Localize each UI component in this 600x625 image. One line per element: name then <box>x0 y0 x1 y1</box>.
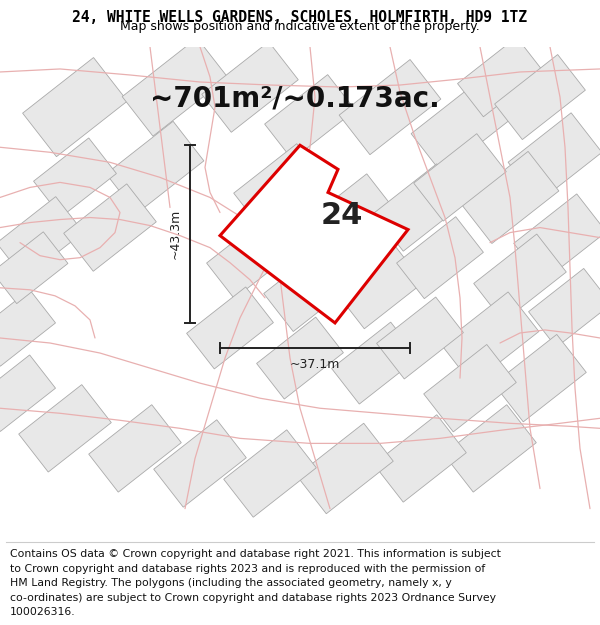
Polygon shape <box>304 174 396 261</box>
Polygon shape <box>529 269 600 348</box>
Text: ~37.1m: ~37.1m <box>290 358 340 371</box>
Polygon shape <box>508 112 600 202</box>
Polygon shape <box>494 54 586 139</box>
Polygon shape <box>0 290 56 366</box>
Polygon shape <box>337 247 424 329</box>
Polygon shape <box>234 144 326 231</box>
Text: 24: 24 <box>320 201 362 231</box>
Text: ~43.3m: ~43.3m <box>169 209 182 259</box>
Polygon shape <box>414 134 506 221</box>
Polygon shape <box>339 59 441 155</box>
Polygon shape <box>397 217 484 299</box>
Polygon shape <box>424 344 516 432</box>
Polygon shape <box>122 38 228 136</box>
Polygon shape <box>34 138 116 217</box>
Polygon shape <box>19 384 111 472</box>
Polygon shape <box>374 415 466 502</box>
Polygon shape <box>458 38 542 117</box>
Polygon shape <box>206 217 293 299</box>
Polygon shape <box>0 197 83 279</box>
Polygon shape <box>64 184 156 271</box>
Polygon shape <box>332 322 418 404</box>
Text: ~701m²/~0.173ac.: ~701m²/~0.173ac. <box>150 84 440 112</box>
Polygon shape <box>220 145 408 323</box>
Polygon shape <box>264 244 356 331</box>
Polygon shape <box>154 420 246 507</box>
Polygon shape <box>106 121 204 213</box>
Text: HM Land Registry. The polygons (including the associated geometry, namely x, y: HM Land Registry. The polygons (includin… <box>10 578 451 588</box>
Text: 24, WHITE WELLS GARDENS, SCHOLES, HOLMFIRTH, HD9 1TZ: 24, WHITE WELLS GARDENS, SCHOLES, HOLMFI… <box>73 10 527 25</box>
Polygon shape <box>265 74 355 159</box>
Polygon shape <box>0 232 68 304</box>
Text: Contains OS data © Crown copyright and database right 2021. This information is : Contains OS data © Crown copyright and d… <box>10 549 500 559</box>
Text: 100026316.: 100026316. <box>10 607 75 617</box>
Polygon shape <box>374 164 466 251</box>
Polygon shape <box>297 423 393 514</box>
Text: to Crown copyright and database rights 2023 and is reproduced with the permissio: to Crown copyright and database rights 2… <box>10 564 485 574</box>
Text: co-ordinates) are subject to Crown copyright and database rights 2023 Ordnance S: co-ordinates) are subject to Crown copyr… <box>10 592 496 602</box>
Polygon shape <box>257 317 343 399</box>
Polygon shape <box>474 234 566 321</box>
Polygon shape <box>444 405 536 492</box>
Polygon shape <box>23 58 127 157</box>
Polygon shape <box>89 405 181 492</box>
Polygon shape <box>224 430 316 518</box>
Polygon shape <box>187 287 274 369</box>
Polygon shape <box>0 355 56 431</box>
Polygon shape <box>494 334 586 422</box>
Polygon shape <box>441 292 539 384</box>
Polygon shape <box>461 151 559 244</box>
Polygon shape <box>514 194 600 281</box>
Text: Map shows position and indicative extent of the property.: Map shows position and indicative extent… <box>120 20 480 32</box>
Polygon shape <box>377 297 463 379</box>
Polygon shape <box>202 42 298 132</box>
Polygon shape <box>411 81 509 173</box>
